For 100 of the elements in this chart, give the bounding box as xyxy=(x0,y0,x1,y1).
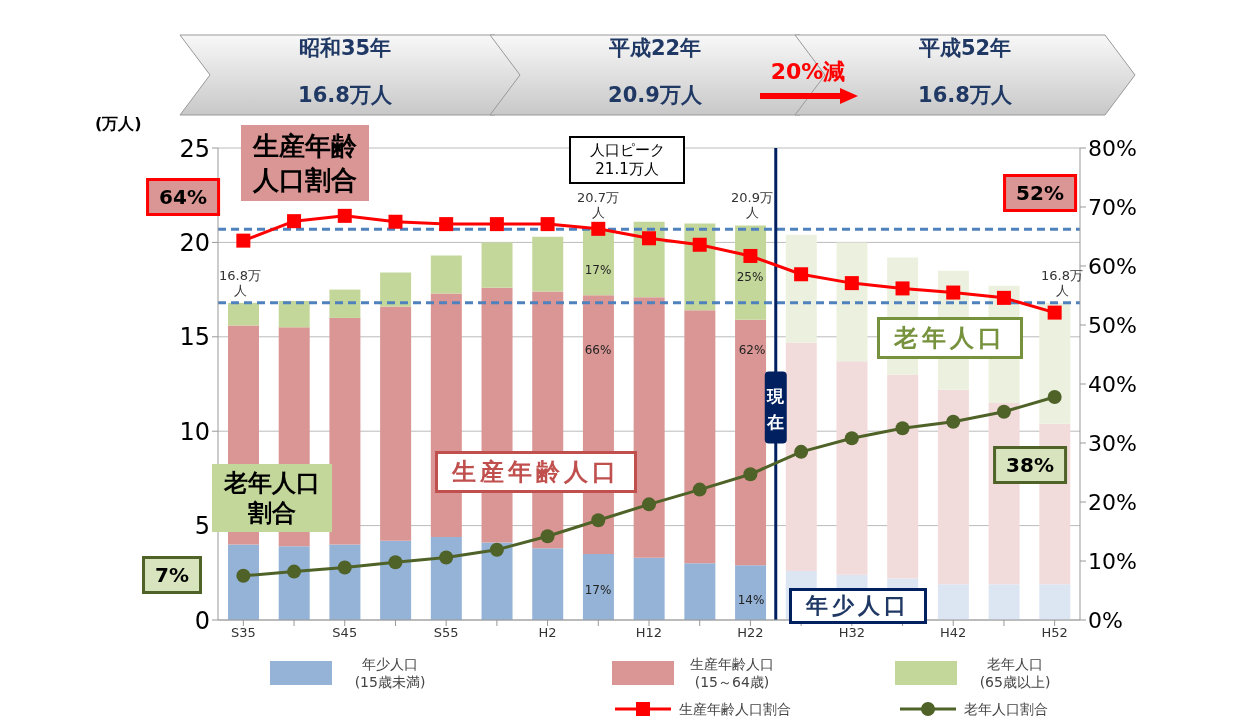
point xyxy=(895,421,910,436)
point xyxy=(946,285,961,300)
bar xyxy=(633,557,665,620)
point xyxy=(540,217,555,232)
point xyxy=(287,564,302,579)
bar xyxy=(785,342,817,571)
point xyxy=(540,529,555,544)
x-tick-label: H2 xyxy=(538,625,557,641)
annotation: 66% xyxy=(584,343,612,357)
bar xyxy=(532,236,564,292)
point xyxy=(388,214,403,229)
bar xyxy=(228,302,259,326)
x-tick-label: H42 xyxy=(940,625,967,641)
point xyxy=(844,431,859,446)
y2-tick-label: 10% xyxy=(1088,548,1137,574)
y2-tick-label: 20% xyxy=(1088,489,1137,515)
point xyxy=(591,221,606,236)
annotation: 16.8万人 xyxy=(1041,268,1083,298)
legend-label: 年少人口 (15歳未満) xyxy=(353,655,427,691)
bar xyxy=(430,536,462,620)
annotation: 52% xyxy=(1003,174,1077,212)
point xyxy=(236,233,251,248)
bar xyxy=(481,242,513,288)
point xyxy=(996,404,1011,419)
bar xyxy=(735,319,767,566)
text: 平成22年 xyxy=(608,35,702,62)
bar xyxy=(633,297,665,558)
bar xyxy=(937,584,969,620)
y2-tick-label: 40% xyxy=(1088,371,1137,397)
y-tick-label: 15 xyxy=(179,323,210,352)
point xyxy=(692,482,707,497)
bar xyxy=(380,272,412,307)
legend-label: 老年人口 (65歳以上) xyxy=(978,655,1052,691)
y-tick-label: 25 xyxy=(179,134,210,163)
annotation: 62% xyxy=(738,343,766,357)
point xyxy=(287,214,302,229)
text: 昭和35年 xyxy=(298,35,392,62)
x-tick-label: S35 xyxy=(230,625,256,641)
bar xyxy=(228,544,259,620)
x-tick-label: H12 xyxy=(635,625,663,641)
x-tick-label: H32 xyxy=(838,625,865,641)
bar xyxy=(329,544,361,620)
annotation: 16.8万人 xyxy=(219,268,261,298)
bar xyxy=(887,374,919,579)
bar xyxy=(380,306,412,541)
bar xyxy=(684,563,716,620)
bar xyxy=(278,300,310,328)
bar xyxy=(988,584,1020,620)
text: 20.9万人 xyxy=(608,82,702,109)
bar xyxy=(836,242,868,362)
bar xyxy=(329,289,361,318)
point xyxy=(895,281,910,296)
bar xyxy=(735,565,767,620)
bar xyxy=(380,540,412,620)
point xyxy=(1047,389,1062,404)
y2-tick-label: 60% xyxy=(1088,253,1137,279)
bar xyxy=(481,542,513,620)
y2-tick-label: 80% xyxy=(1088,135,1137,161)
legend-label: 生産年齢人口 (15～64歳) xyxy=(689,655,775,691)
text: 64% xyxy=(146,178,220,216)
bar xyxy=(785,234,817,343)
annotation: 生産年齢人口 xyxy=(435,451,637,493)
text: 16.8万人 xyxy=(298,82,392,109)
annotation: 38% xyxy=(993,446,1067,484)
y-tick-label: 20 xyxy=(179,228,210,257)
bar xyxy=(1039,584,1071,620)
point xyxy=(439,217,454,232)
annotation: 老年人口 xyxy=(877,317,1023,359)
y2-tick-label: 50% xyxy=(1088,312,1137,338)
y-axis-title: (万人) xyxy=(95,114,142,135)
y2-tick-label: 0% xyxy=(1088,607,1123,633)
point xyxy=(692,237,707,252)
point xyxy=(794,444,809,459)
bar xyxy=(278,546,310,620)
bar xyxy=(836,361,868,575)
annotation: 25% xyxy=(736,270,764,284)
x-tick-label: H22 xyxy=(737,625,764,641)
ref-line-label: 現在 xyxy=(766,385,786,432)
point xyxy=(794,267,809,282)
text: 7% xyxy=(142,556,202,594)
point xyxy=(388,555,403,570)
point xyxy=(1047,305,1062,320)
annotation: 20.9万人 xyxy=(731,190,773,220)
point xyxy=(743,248,758,263)
text: 平成52年 xyxy=(918,35,1012,62)
text: 16.8万人 xyxy=(918,82,1012,109)
point xyxy=(996,290,1011,305)
legend-label: 生産年齢人口割合 xyxy=(679,700,791,718)
bar xyxy=(532,548,564,620)
point xyxy=(946,414,961,429)
y2-tick-label: 30% xyxy=(1088,430,1137,456)
bar xyxy=(430,255,462,294)
legend-label: 老年人口割合 xyxy=(964,700,1048,718)
point xyxy=(489,542,504,557)
annotation: 年少人口 xyxy=(789,588,927,624)
x-tick-label: H52 xyxy=(1041,625,1068,641)
y-tick-label: 0 xyxy=(194,606,210,635)
annotation: 老年人口割合 xyxy=(212,464,332,532)
point xyxy=(439,550,454,565)
point xyxy=(337,208,352,223)
